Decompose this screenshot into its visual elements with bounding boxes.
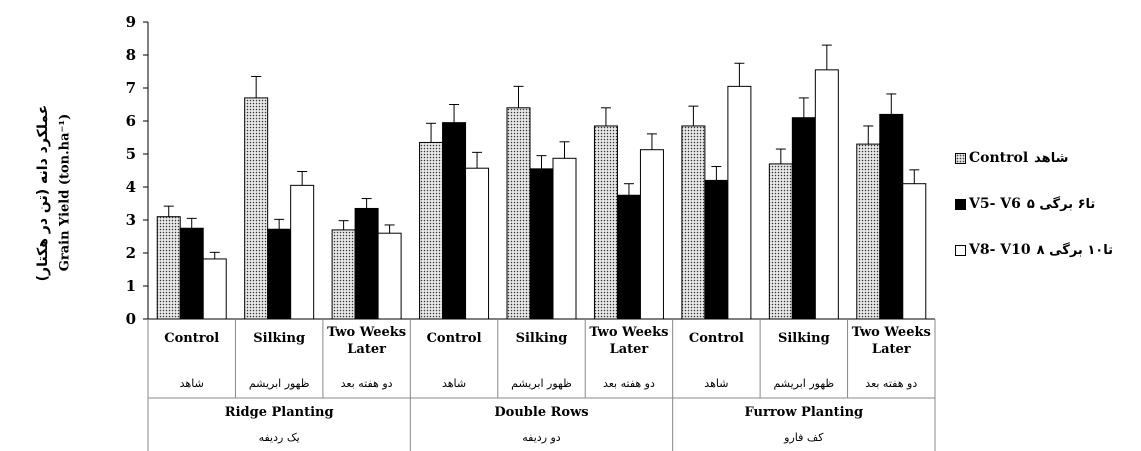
bar — [442, 122, 467, 320]
bar — [814, 69, 839, 320]
group-label-fa: کف فارو — [783, 431, 824, 444]
category-label-en: Silking — [253, 331, 305, 346]
legend-label-v8-v10-fa: ۸ تا۱۰ برگی — [1036, 242, 1113, 258]
y-tick-label: 6 — [126, 112, 136, 130]
bar — [290, 184, 315, 320]
category-label-fa: دو هفته بعد — [603, 377, 655, 390]
bar — [156, 216, 181, 320]
bar — [616, 194, 641, 320]
bar — [879, 113, 904, 320]
bar — [506, 107, 531, 320]
legend-label-control-fa: شاهد — [1034, 150, 1069, 166]
bar — [377, 232, 402, 320]
category-label-fa: دو هفته بعد — [865, 377, 917, 390]
category-label-fa: ظهور ابریشم — [511, 377, 572, 390]
category-label-fa: شاهد — [704, 377, 728, 390]
category-label-en: Control — [427, 331, 482, 346]
bar — [179, 227, 204, 320]
bar — [267, 228, 292, 320]
bar — [202, 258, 227, 320]
y-tick-label: 4 — [126, 178, 136, 196]
group-label-en: Ridge Planting — [225, 405, 334, 420]
legend-swatch-v8-v10 — [955, 244, 966, 256]
bar — [856, 143, 881, 320]
category-label-en: Silking — [778, 331, 830, 346]
bar — [704, 179, 729, 320]
y-tick-label: 1 — [126, 277, 136, 295]
bar — [552, 157, 577, 320]
category-label-en: Control — [164, 331, 219, 346]
bar — [419, 141, 444, 320]
bar — [529, 168, 554, 320]
category-label-en: Two Weeks — [589, 325, 668, 340]
legend-item-v8-v10: V8- V10 ۸ تا۱۰ برگی — [955, 240, 1113, 260]
legend-swatch-control — [955, 152, 966, 164]
y-tick-label: 3 — [126, 211, 136, 229]
category-label-en: Control — [689, 331, 744, 346]
y-tick-label: 2 — [126, 244, 136, 262]
category-label-fa: ظهور ابریشم — [249, 377, 310, 390]
plot-area: 0 1 2 3 4 5 6 7 8 9 Control شاهد Silking ظهور ابریشم T… — [126, 13, 936, 451]
category-label-en: Silking — [516, 331, 568, 346]
category-label-en: Later — [872, 342, 911, 357]
bar — [791, 117, 816, 320]
y-tick-label: 5 — [126, 145, 136, 163]
y-tick-label: 0 — [126, 310, 136, 328]
legend-label-v8-v10-en: V8- V10 — [969, 242, 1031, 258]
legend-label-v5-v6-fa: ۵ تا۶ برگی — [1026, 196, 1096, 212]
bar — [244, 97, 269, 320]
bar — [639, 149, 664, 320]
y-axis-label: عملکرد دانه (تن در هکتار) Grain Yield (t… — [8, 75, 78, 315]
bar — [768, 163, 793, 320]
legend-swatch-v5-v6 — [955, 198, 966, 210]
group-label-fa: دو ردیفه — [522, 431, 561, 444]
legend-item-v5-v6: V5- V6 ۵ تا۶ برگی — [955, 194, 1095, 214]
group-label-en: Furrow Planting — [745, 405, 864, 420]
y-tick-label: 9 — [126, 13, 136, 31]
y-tick-label: 7 — [126, 79, 136, 97]
category-label-en: Later — [347, 342, 386, 357]
y-axis-label-fa: عملکرد دانه (تن در هکتار) — [35, 104, 51, 282]
legend-label-v5-v6-en: V5- V6 — [969, 196, 1021, 212]
bar — [354, 207, 379, 320]
bar — [681, 125, 706, 320]
category-label-en: Two Weeks — [852, 325, 931, 340]
category-label-en: Two Weeks — [327, 325, 406, 340]
category-label-fa: دو هفته بعد — [341, 377, 393, 390]
category-label-fa: شاهد — [442, 377, 466, 390]
group-label-fa: یک ردیفه — [259, 431, 300, 444]
category-label-fa: شاهد — [180, 377, 204, 390]
category-label-fa: ظهور ابریشم — [773, 377, 834, 390]
bar — [902, 183, 927, 320]
bar — [465, 167, 490, 320]
y-tick-label: 8 — [126, 46, 136, 64]
legend-item-control: Control شاهد — [955, 148, 1068, 168]
category-label-en: Later — [610, 342, 649, 357]
legend-label-control-en: Control — [969, 150, 1029, 166]
bar — [727, 85, 752, 320]
group-label-en: Double Rows — [494, 405, 588, 420]
bar — [331, 229, 356, 320]
bar — [593, 125, 618, 320]
y-axis-label-en: Grain Yield (ton.ha⁻¹) — [57, 113, 73, 272]
